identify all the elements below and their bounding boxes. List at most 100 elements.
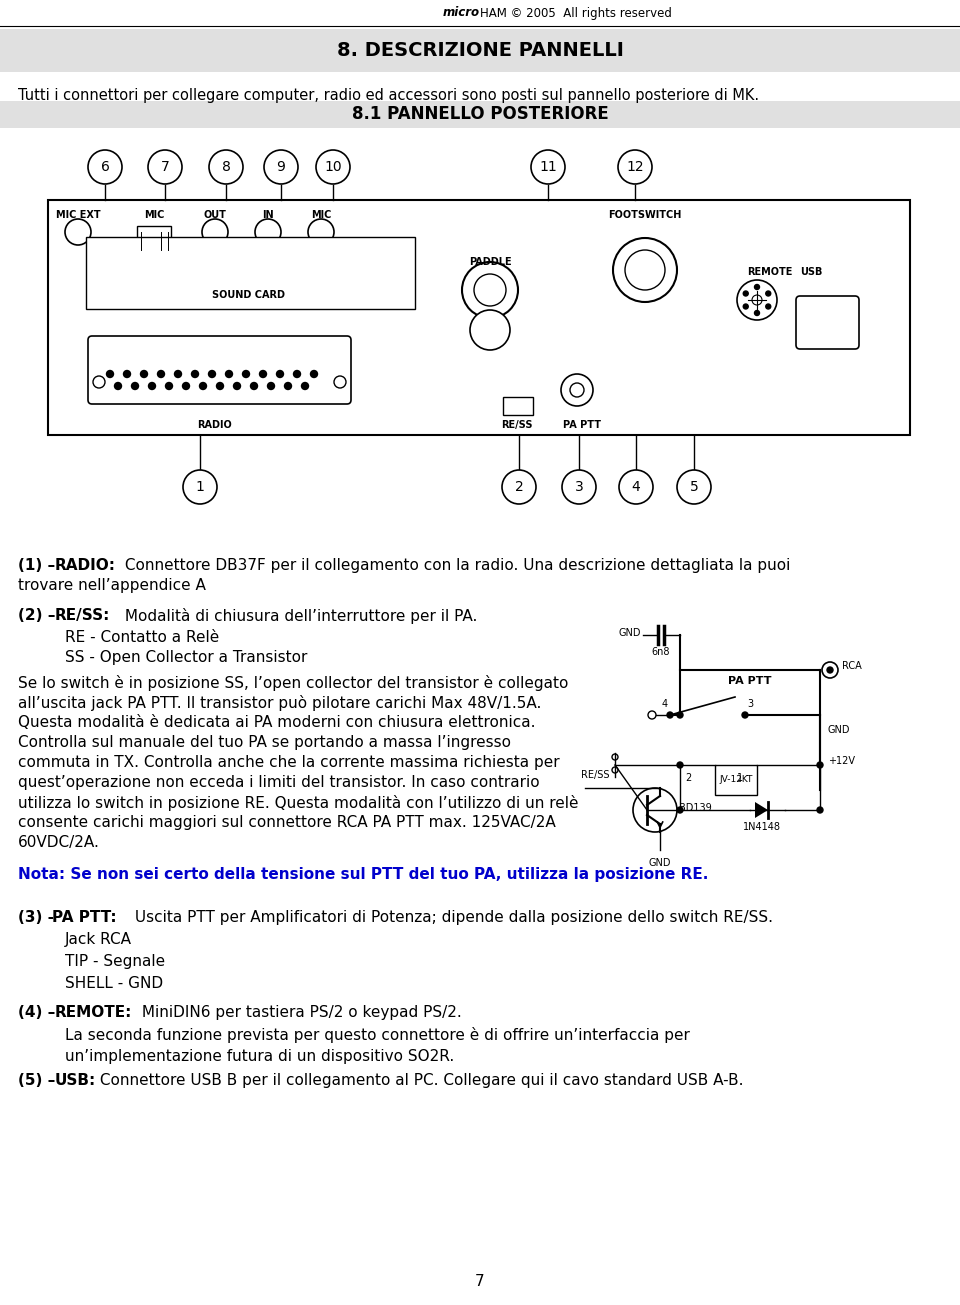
Text: RCA: RCA xyxy=(842,662,862,671)
Circle shape xyxy=(677,762,683,769)
Text: Uscita PTT per Amplificatori di Potenza; dipende dalla posizione dello switch RE: Uscita PTT per Amplificatori di Potenza;… xyxy=(130,910,773,925)
Text: 8.1 PANNELLO POSTERIORE: 8.1 PANNELLO POSTERIORE xyxy=(351,104,609,123)
Circle shape xyxy=(209,150,243,184)
Circle shape xyxy=(667,713,673,718)
Circle shape xyxy=(233,382,241,389)
Text: Controlla sul manuale del tuo PA se portando a massa l’ingresso: Controlla sul manuale del tuo PA se port… xyxy=(18,735,511,750)
Text: PA PTT: PA PTT xyxy=(729,676,772,686)
Text: RE/SS: RE/SS xyxy=(501,420,533,431)
Text: consente carichi maggiori sul connettore RCA PA PTT max. 125VAC/2A: consente carichi maggiori sul connettore… xyxy=(18,816,556,830)
Circle shape xyxy=(462,262,518,318)
Text: 1: 1 xyxy=(737,773,743,783)
Text: MIC EXT: MIC EXT xyxy=(56,210,100,221)
Text: 6n8: 6n8 xyxy=(652,647,670,656)
Text: PA PTT:: PA PTT: xyxy=(52,910,116,925)
Circle shape xyxy=(822,662,838,679)
Circle shape xyxy=(65,219,91,245)
Circle shape xyxy=(619,470,653,504)
Circle shape xyxy=(502,470,536,504)
Text: MIC: MIC xyxy=(311,210,331,221)
Circle shape xyxy=(613,238,677,301)
FancyBboxPatch shape xyxy=(0,100,960,128)
Text: JV-12KT: JV-12KT xyxy=(719,775,753,784)
Text: GND: GND xyxy=(828,726,851,735)
Circle shape xyxy=(677,470,711,504)
Text: Questa modalità è dedicata ai PA moderni con chiusura elettronica.: Questa modalità è dedicata ai PA moderni… xyxy=(18,715,536,729)
Text: SS - Open Collector a Transistor: SS - Open Collector a Transistor xyxy=(65,650,307,666)
Circle shape xyxy=(308,219,334,245)
Text: USB:: USB: xyxy=(55,1073,96,1088)
Text: Se lo switch è in posizione SS, l’open collector del transistor è collegato: Se lo switch è in posizione SS, l’open c… xyxy=(18,675,568,692)
Circle shape xyxy=(200,382,206,389)
Circle shape xyxy=(737,281,777,320)
Circle shape xyxy=(191,371,199,377)
Circle shape xyxy=(817,806,823,813)
Text: 2: 2 xyxy=(515,480,523,495)
Circle shape xyxy=(124,371,131,377)
Circle shape xyxy=(132,382,138,389)
Circle shape xyxy=(157,371,164,377)
Circle shape xyxy=(93,376,105,388)
Circle shape xyxy=(294,371,300,377)
Circle shape xyxy=(259,371,267,377)
Text: +12V: +12V xyxy=(828,756,855,766)
Circle shape xyxy=(334,376,346,388)
Text: 6: 6 xyxy=(101,161,109,174)
Circle shape xyxy=(562,470,596,504)
Text: SOUND CARD: SOUND CARD xyxy=(211,290,284,300)
Text: 4: 4 xyxy=(662,699,668,709)
Text: La seconda funzione prevista per questo connettore è di offrire un’interfaccia p: La seconda funzione prevista per questo … xyxy=(65,1027,690,1043)
Text: 1: 1 xyxy=(196,480,204,495)
Circle shape xyxy=(208,371,215,377)
Text: GND: GND xyxy=(649,857,671,868)
FancyBboxPatch shape xyxy=(48,200,910,435)
Text: GND: GND xyxy=(618,628,641,638)
Circle shape xyxy=(570,382,584,397)
Text: 9: 9 xyxy=(276,161,285,174)
FancyBboxPatch shape xyxy=(88,335,351,405)
Text: USB: USB xyxy=(800,268,823,277)
Circle shape xyxy=(766,304,771,309)
Text: Connettore USB B per il collegamento al PC. Collegare qui il cavo standard USB A: Connettore USB B per il collegamento al … xyxy=(95,1073,743,1088)
Circle shape xyxy=(149,382,156,389)
Circle shape xyxy=(316,150,350,184)
Text: 2: 2 xyxy=(685,773,691,783)
Circle shape xyxy=(474,274,506,305)
Text: BD139: BD139 xyxy=(679,803,711,813)
Text: (3) -: (3) - xyxy=(18,910,60,925)
Text: 3: 3 xyxy=(575,480,584,495)
Text: 10: 10 xyxy=(324,161,342,174)
Circle shape xyxy=(612,754,618,760)
Polygon shape xyxy=(755,803,768,818)
Text: OUT: OUT xyxy=(204,210,227,221)
Circle shape xyxy=(183,470,217,504)
Circle shape xyxy=(752,295,762,305)
Circle shape xyxy=(531,150,565,184)
Circle shape xyxy=(284,382,292,389)
Text: 3: 3 xyxy=(747,699,753,709)
Text: commuta in TX. Controlla anche che la corrente massima richiesta per: commuta in TX. Controlla anche che la co… xyxy=(18,756,560,770)
Text: SHELL - GND: SHELL - GND xyxy=(65,976,163,990)
Text: Connettore DB37F per il collegamento con la radio. Una descrizione dettagliata l: Connettore DB37F per il collegamento con… xyxy=(120,559,790,573)
Circle shape xyxy=(677,806,683,813)
Text: RE - Contatto a Relè: RE - Contatto a Relè xyxy=(65,630,219,645)
Circle shape xyxy=(633,788,677,833)
Text: un’implementazione futura di un dispositivo SO2R.: un’implementazione futura di un disposit… xyxy=(65,1049,454,1064)
Text: FOOTSWITCH: FOOTSWITCH xyxy=(609,210,682,221)
FancyBboxPatch shape xyxy=(137,226,171,251)
FancyBboxPatch shape xyxy=(715,765,757,795)
Circle shape xyxy=(264,150,298,184)
Circle shape xyxy=(827,667,833,673)
Circle shape xyxy=(175,371,181,377)
Text: PADDLE: PADDLE xyxy=(468,257,512,268)
Circle shape xyxy=(817,762,823,769)
Text: TIP - Segnale: TIP - Segnale xyxy=(65,954,165,970)
Text: (2) –: (2) – xyxy=(18,608,60,622)
Text: RE/SS: RE/SS xyxy=(582,770,610,780)
Text: 7: 7 xyxy=(475,1275,485,1289)
Text: (1) –: (1) – xyxy=(18,559,60,573)
Circle shape xyxy=(612,767,618,773)
Circle shape xyxy=(276,371,283,377)
Text: MIC: MIC xyxy=(144,210,164,221)
Text: all’uscita jack PA PTT. Il transistor può pilotare carichi Max 48V/1.5A.: all’uscita jack PA PTT. Il transistor pu… xyxy=(18,696,541,711)
